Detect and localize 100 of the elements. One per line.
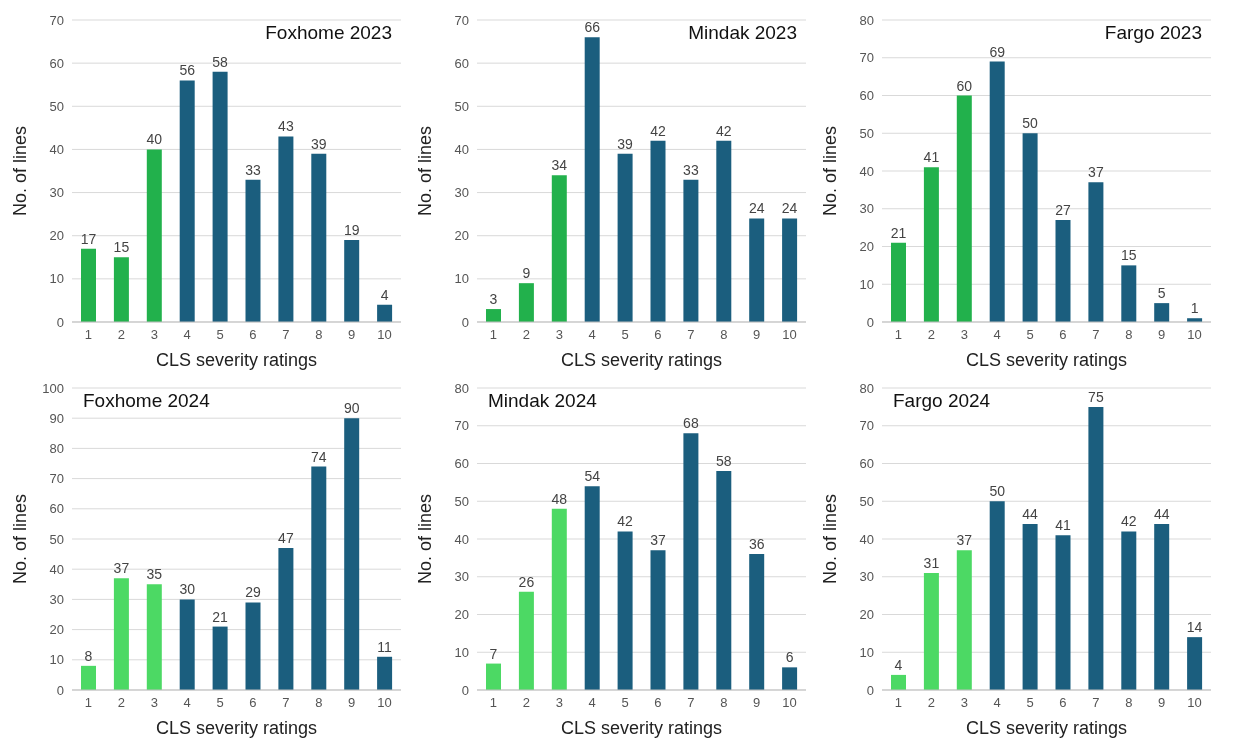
x-tick-label: 7 bbox=[282, 695, 290, 711]
y-tick-label: 20 bbox=[859, 239, 874, 255]
data-label: 66 bbox=[584, 19, 601, 36]
y-tick-label: 30 bbox=[49, 592, 64, 608]
chart-title: Foxhome 2023 bbox=[262, 22, 395, 44]
x-tick-label: 1 bbox=[894, 695, 903, 711]
bar bbox=[1088, 406, 1104, 690]
bar bbox=[584, 37, 600, 322]
bar bbox=[617, 153, 633, 322]
x-tick-label: 9 bbox=[1158, 327, 1166, 343]
data-label: 15 bbox=[113, 239, 130, 256]
data-label: 24 bbox=[781, 200, 798, 217]
y-tick-label: 70 bbox=[49, 471, 64, 487]
x-tick-label: 4 bbox=[993, 327, 1001, 343]
x-tick-label: 10 bbox=[782, 327, 797, 343]
y-axis-title: No. of lines bbox=[820, 125, 841, 216]
bar bbox=[1022, 523, 1038, 690]
bar bbox=[1055, 535, 1071, 690]
x-axis-title: CLS severity ratings bbox=[155, 350, 318, 370]
data-label: 56 bbox=[179, 62, 196, 79]
data-label: 27 bbox=[1055, 202, 1071, 219]
y-tick-label: 70 bbox=[859, 50, 874, 66]
data-label: 37 bbox=[650, 532, 666, 549]
y-tick-label: 30 bbox=[49, 185, 64, 201]
x-tick-label: 1 bbox=[84, 327, 93, 343]
bar bbox=[1154, 523, 1170, 690]
y-tick-label: 20 bbox=[859, 607, 874, 623]
x-tick-label: 3 bbox=[555, 327, 563, 343]
y-tick-label: 70 bbox=[859, 418, 874, 434]
y-tick-label: 50 bbox=[49, 531, 64, 547]
y-tick-label: 60 bbox=[49, 501, 64, 517]
bar bbox=[650, 140, 666, 322]
bar bbox=[344, 418, 360, 690]
y-tick-label: 60 bbox=[859, 456, 874, 472]
data-label: 39 bbox=[311, 135, 327, 152]
x-tick-label: 6 bbox=[249, 695, 257, 711]
y-tick-label: 80 bbox=[454, 380, 469, 396]
y-axis-title: No. of lines bbox=[820, 493, 841, 584]
bar bbox=[212, 626, 228, 690]
x-tick-label: 10 bbox=[1187, 695, 1202, 711]
bar bbox=[1121, 531, 1137, 690]
x-tick-label: 5 bbox=[1026, 327, 1034, 343]
bar bbox=[782, 667, 798, 690]
data-label: 11 bbox=[377, 638, 393, 655]
y-tick-label: 100 bbox=[42, 380, 64, 396]
y-tick-label: 90 bbox=[49, 410, 64, 426]
x-tick-label: 6 bbox=[654, 327, 662, 343]
bar bbox=[81, 665, 96, 690]
x-tick-label: 7 bbox=[1092, 327, 1100, 343]
data-label: 69 bbox=[989, 43, 1006, 60]
y-tick-label: 20 bbox=[454, 228, 469, 244]
y-tick-label: 40 bbox=[49, 561, 64, 577]
y-tick-label: 60 bbox=[49, 55, 64, 71]
y-tick-label: 0 bbox=[866, 314, 874, 330]
data-label: 26 bbox=[518, 573, 535, 590]
data-label: 7 bbox=[489, 645, 498, 662]
bar bbox=[617, 531, 633, 690]
bar bbox=[782, 218, 798, 322]
y-tick-label: 0 bbox=[866, 682, 874, 698]
y-tick-label: 30 bbox=[454, 569, 469, 585]
x-tick-label: 1 bbox=[489, 327, 498, 343]
bar bbox=[923, 167, 939, 322]
bar bbox=[344, 240, 360, 322]
bar bbox=[81, 248, 96, 322]
data-label: 4 bbox=[380, 286, 389, 303]
chart-title: Foxhome 2024 bbox=[80, 390, 213, 412]
data-label: 43 bbox=[278, 118, 294, 135]
data-label: 58 bbox=[212, 53, 229, 70]
y-tick-label: 20 bbox=[49, 622, 64, 638]
bar bbox=[1154, 303, 1170, 322]
bar bbox=[891, 242, 906, 322]
y-tick-label: 0 bbox=[461, 682, 469, 698]
x-tick-label: 9 bbox=[753, 327, 761, 343]
data-label: 37 bbox=[1088, 164, 1104, 181]
x-axis-title: CLS severity ratings bbox=[560, 350, 723, 370]
data-label: 34 bbox=[551, 157, 568, 174]
bar bbox=[486, 309, 501, 322]
data-label: 50 bbox=[989, 483, 1006, 500]
bar bbox=[683, 179, 699, 322]
bar bbox=[278, 548, 294, 690]
data-label: 33 bbox=[245, 161, 261, 178]
data-label: 30 bbox=[179, 581, 196, 598]
x-tick-label: 8 bbox=[720, 327, 728, 343]
data-label: 42 bbox=[617, 513, 634, 530]
bar bbox=[749, 554, 765, 690]
data-label: 24 bbox=[748, 200, 765, 217]
bar bbox=[551, 508, 567, 690]
y-tick-label: 60 bbox=[454, 456, 469, 472]
x-tick-label: 5 bbox=[216, 695, 224, 711]
data-label: 48 bbox=[551, 490, 568, 507]
bar bbox=[650, 550, 666, 690]
x-tick-label: 5 bbox=[216, 327, 224, 343]
x-tick-label: 3 bbox=[960, 327, 968, 343]
data-label: 15 bbox=[1121, 247, 1137, 264]
y-tick-label: 30 bbox=[859, 569, 874, 585]
x-tick-label: 4 bbox=[993, 695, 1001, 711]
data-label: 37 bbox=[113, 560, 130, 577]
y-tick-label: 40 bbox=[49, 142, 64, 158]
data-label: 39 bbox=[617, 135, 634, 152]
x-tick-label: 1 bbox=[894, 327, 903, 343]
